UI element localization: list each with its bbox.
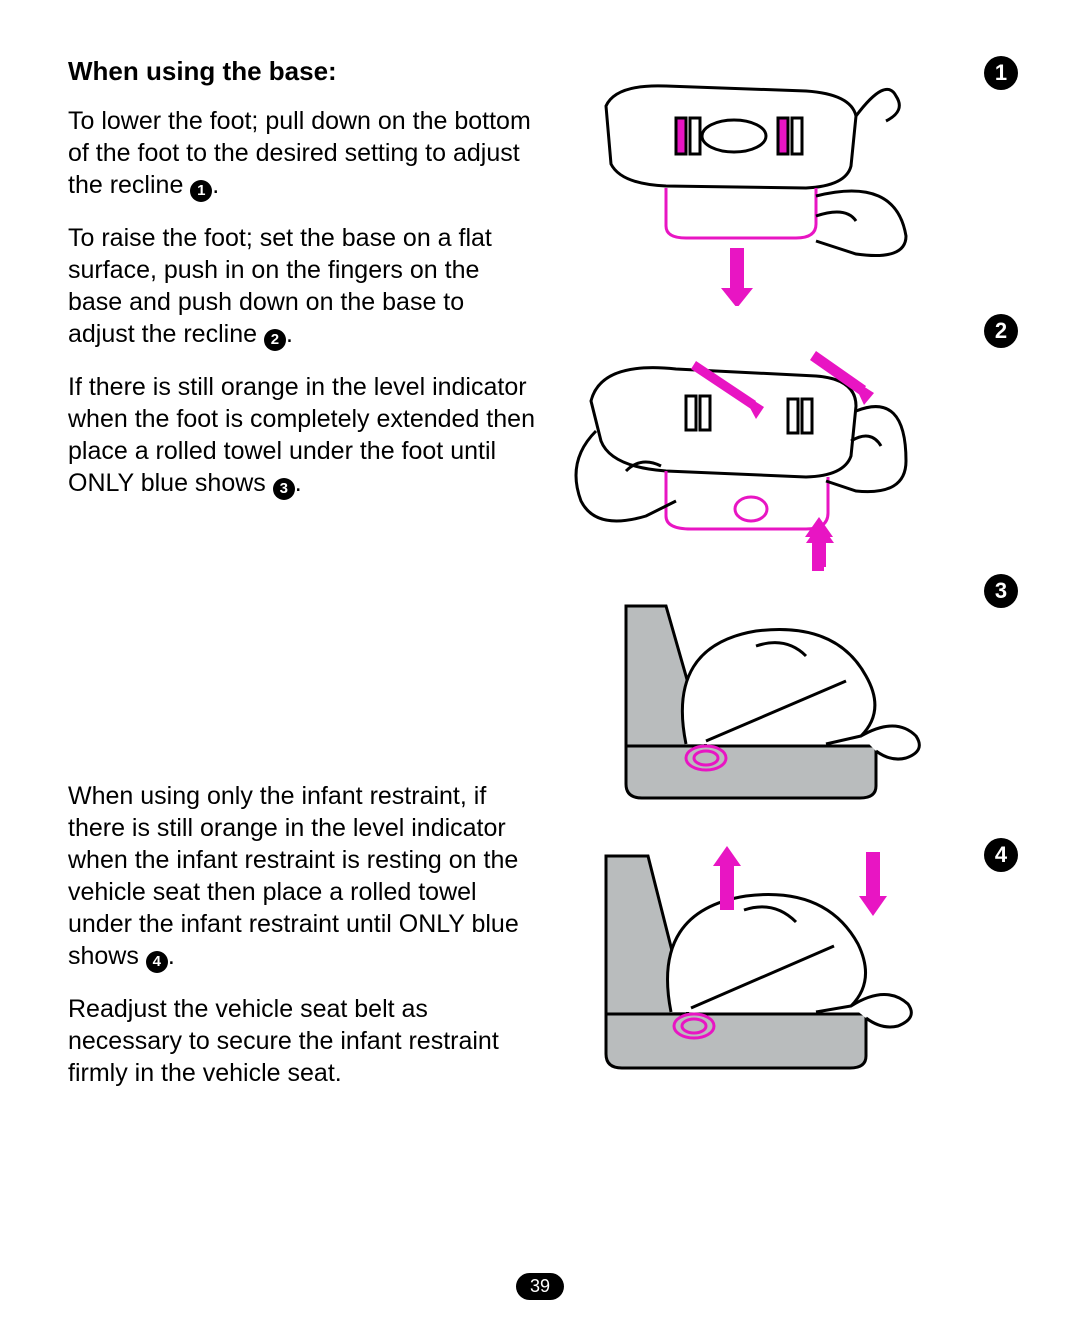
figure-1	[556, 66, 916, 306]
paragraph-2: To raise the foot; set the base on a fla…	[68, 222, 536, 351]
paragraph-5: Readjust the vehicle seat belt as necess…	[68, 993, 536, 1089]
figure-1-svg	[556, 66, 916, 306]
p4-text-a: When using only the infant restraint, if…	[68, 782, 519, 970]
section-heading: When using the base:	[68, 56, 536, 87]
p1-text-a: To lower the foot; pull down on the bott…	[68, 107, 531, 199]
figure-4-label: 4	[984, 838, 1018, 872]
p1-text-b: .	[212, 171, 219, 199]
figure-4-svg	[576, 846, 936, 1076]
p4-text-b: .	[168, 942, 175, 970]
paragraph-1: To lower the foot; pull down on the bott…	[68, 105, 536, 202]
figure-3	[596, 586, 936, 806]
figure-1-label: 1	[984, 56, 1018, 90]
page-number: 39	[516, 1273, 564, 1300]
figure-3-svg	[596, 586, 936, 806]
text-column: When using the base: To lower the foot; …	[68, 56, 556, 1294]
inline-num-2: 2	[264, 329, 286, 351]
figure-4	[576, 846, 936, 1076]
figure-2-svg	[556, 321, 916, 571]
inline-num-4: 4	[146, 951, 168, 973]
figure-3-label: 3	[984, 574, 1018, 608]
paragraph-4: When using only the infant restraint, if…	[68, 780, 536, 973]
paragraph-3: If there is still orange in the level in…	[68, 371, 536, 500]
figure-2-label: 2	[984, 314, 1018, 348]
vertical-gap	[68, 520, 536, 780]
figure-column: 1	[556, 56, 1018, 1294]
p3-text-b: .	[295, 469, 302, 497]
inline-num-3: 3	[273, 478, 295, 500]
p2-text-b: .	[286, 320, 293, 348]
figure-2	[556, 321, 916, 571]
inline-num-1: 1	[190, 180, 212, 202]
